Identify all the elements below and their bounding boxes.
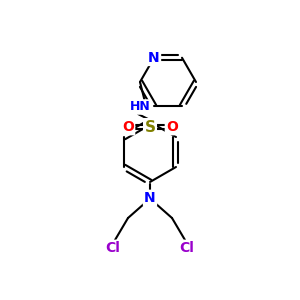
Text: N: N xyxy=(148,51,160,65)
Text: O: O xyxy=(122,120,134,134)
Text: Cl: Cl xyxy=(106,241,120,255)
Text: N: N xyxy=(144,191,156,205)
Text: HN: HN xyxy=(130,100,150,113)
Text: O: O xyxy=(166,120,178,134)
Text: Cl: Cl xyxy=(180,241,194,255)
Text: S: S xyxy=(145,119,155,134)
